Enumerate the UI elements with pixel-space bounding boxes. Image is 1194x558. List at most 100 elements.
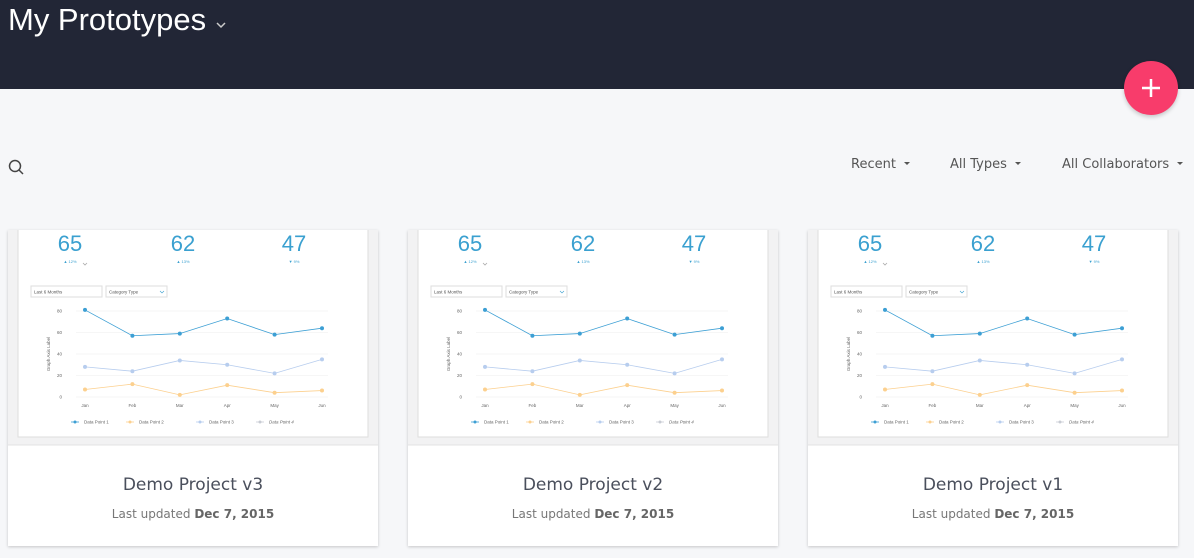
preview-frame bbox=[417, 230, 769, 438]
series-point bbox=[530, 369, 535, 374]
series-point bbox=[930, 369, 935, 374]
x-tick-label: Jan bbox=[881, 403, 889, 408]
page-title[interactable]: My Prototypes bbox=[8, 2, 227, 38]
stat-value: 65 bbox=[858, 231, 882, 256]
title-caret bbox=[216, 22, 226, 29]
series-line bbox=[84, 383, 323, 396]
series-point bbox=[720, 326, 724, 331]
series-point bbox=[83, 307, 87, 312]
series-point bbox=[672, 390, 677, 395]
caret bbox=[1177, 162, 1184, 165]
filter-dropdown[interactable]: All Types bbox=[950, 157, 1025, 172]
x-tick-label: May bbox=[1070, 403, 1079, 408]
project-updated: Last updated Dec 7, 2015 bbox=[808, 507, 1178, 521]
stat-change: ▲ 13% bbox=[176, 259, 190, 264]
legend-label: Data Point 4 bbox=[669, 420, 694, 425]
filter-dropdown[interactable]: Recent bbox=[851, 157, 914, 172]
filter-label: All Collaborators bbox=[1062, 157, 1170, 172]
stat-change: ▲ 13% bbox=[576, 259, 590, 264]
legend-label: Data Point 4 bbox=[269, 420, 294, 425]
series-point bbox=[977, 392, 982, 397]
project-title: Demo Project v3 bbox=[122, 475, 264, 495]
y-tick-label: 20 bbox=[57, 373, 63, 378]
preview-frame bbox=[17, 230, 369, 438]
y-tick-label: 60 bbox=[857, 330, 863, 335]
y-tick-label: 20 bbox=[457, 373, 463, 378]
series-line bbox=[484, 358, 723, 374]
x-tick-label: Apr bbox=[224, 403, 232, 408]
stat-value: 62 bbox=[171, 231, 195, 256]
x-tick-label: Jun bbox=[1118, 403, 1126, 408]
stat-value: 62 bbox=[571, 231, 595, 256]
add-button[interactable] bbox=[1124, 61, 1178, 115]
series-point bbox=[577, 392, 582, 397]
series-point bbox=[577, 331, 582, 336]
dropdown bbox=[105, 285, 168, 298]
project-card[interactable]: 65 ▲ 12% 62 ▲ 13% 47 ▼ 9% Last 6 Months Categor… bbox=[408, 230, 778, 546]
legend-label: Data Point 2 bbox=[139, 420, 164, 425]
series-point bbox=[177, 358, 182, 363]
legend-label: Data Point 2 bbox=[539, 420, 564, 425]
dropdown-label: Category Type bbox=[509, 290, 539, 295]
stat-value: 47 bbox=[282, 231, 306, 256]
y-tick-label: 40 bbox=[457, 352, 463, 357]
stat-value: 65 bbox=[58, 231, 82, 256]
caret bbox=[882, 262, 888, 266]
x-tick-label: May bbox=[670, 403, 679, 408]
legend-label: Data Point 2 bbox=[939, 420, 964, 425]
series-point bbox=[883, 387, 887, 392]
series-point bbox=[1120, 388, 1124, 393]
updated-label: Last updated bbox=[511, 507, 591, 521]
legend-label: Data Point 4 bbox=[1069, 420, 1094, 425]
dropdown bbox=[905, 285, 968, 298]
series-line bbox=[484, 309, 723, 337]
filter-dropdown[interactable]: All Collaborators bbox=[1062, 157, 1187, 172]
dropdown bbox=[430, 285, 503, 298]
series-point bbox=[225, 362, 230, 367]
legend-dot bbox=[928, 420, 932, 424]
y-tick-label: 40 bbox=[857, 352, 863, 357]
project-card[interactable]: 65 ▲ 12% 62 ▲ 13% 47 ▼ 9% Last 6 Months Categor… bbox=[8, 230, 378, 546]
stat-change: ▲ 12% bbox=[463, 259, 477, 264]
series-point bbox=[977, 331, 982, 336]
stat-change: ▲ 12% bbox=[63, 259, 77, 264]
caret bbox=[159, 290, 165, 294]
title-text[interactable]: My Prototypes bbox=[8, 2, 207, 37]
series-point bbox=[130, 382, 135, 387]
x-tick-label: May bbox=[270, 403, 279, 408]
caret bbox=[559, 290, 565, 294]
dropdown bbox=[505, 285, 568, 298]
dropdown-label: Last 6 Months bbox=[34, 290, 63, 295]
series-line bbox=[884, 358, 1123, 374]
legend-label: Data Point 1 bbox=[884, 420, 909, 425]
series-point bbox=[320, 388, 324, 393]
series-point bbox=[1025, 383, 1030, 388]
series-point bbox=[930, 333, 935, 338]
y-axis-label: Graph Axis Label bbox=[446, 337, 451, 371]
search-icon[interactable] bbox=[8, 159, 26, 177]
dropdown bbox=[30, 285, 103, 298]
filter-caret bbox=[903, 162, 910, 165]
stat-value: 47 bbox=[682, 231, 706, 256]
legend-dot bbox=[473, 420, 477, 424]
stat-change: ▲ 13% bbox=[976, 259, 990, 264]
legend-dot bbox=[258, 420, 262, 424]
x-tick-label: Mar bbox=[176, 403, 184, 408]
legend-label: Data Point 3 bbox=[609, 420, 634, 425]
filter-caret bbox=[1014, 162, 1021, 165]
series-point bbox=[225, 316, 230, 321]
series-point bbox=[83, 387, 87, 392]
filter-caret bbox=[1177, 162, 1184, 165]
y-tick-label: 80 bbox=[57, 309, 63, 314]
series-point bbox=[1120, 357, 1124, 362]
updated-date: Dec 7, 2015 bbox=[194, 507, 275, 521]
legend-dot bbox=[73, 420, 77, 424]
series-point bbox=[672, 371, 677, 376]
legend-dot bbox=[128, 420, 132, 424]
x-tick-label: Apr bbox=[1024, 403, 1032, 408]
project-card[interactable]: 65 ▲ 12% 62 ▲ 13% 47 ▼ 9% Last 6 Months Categor… bbox=[808, 230, 1178, 546]
stat-value: 47 bbox=[1082, 231, 1106, 256]
legend-label: Data Point 3 bbox=[209, 420, 234, 425]
series-point bbox=[483, 387, 487, 392]
